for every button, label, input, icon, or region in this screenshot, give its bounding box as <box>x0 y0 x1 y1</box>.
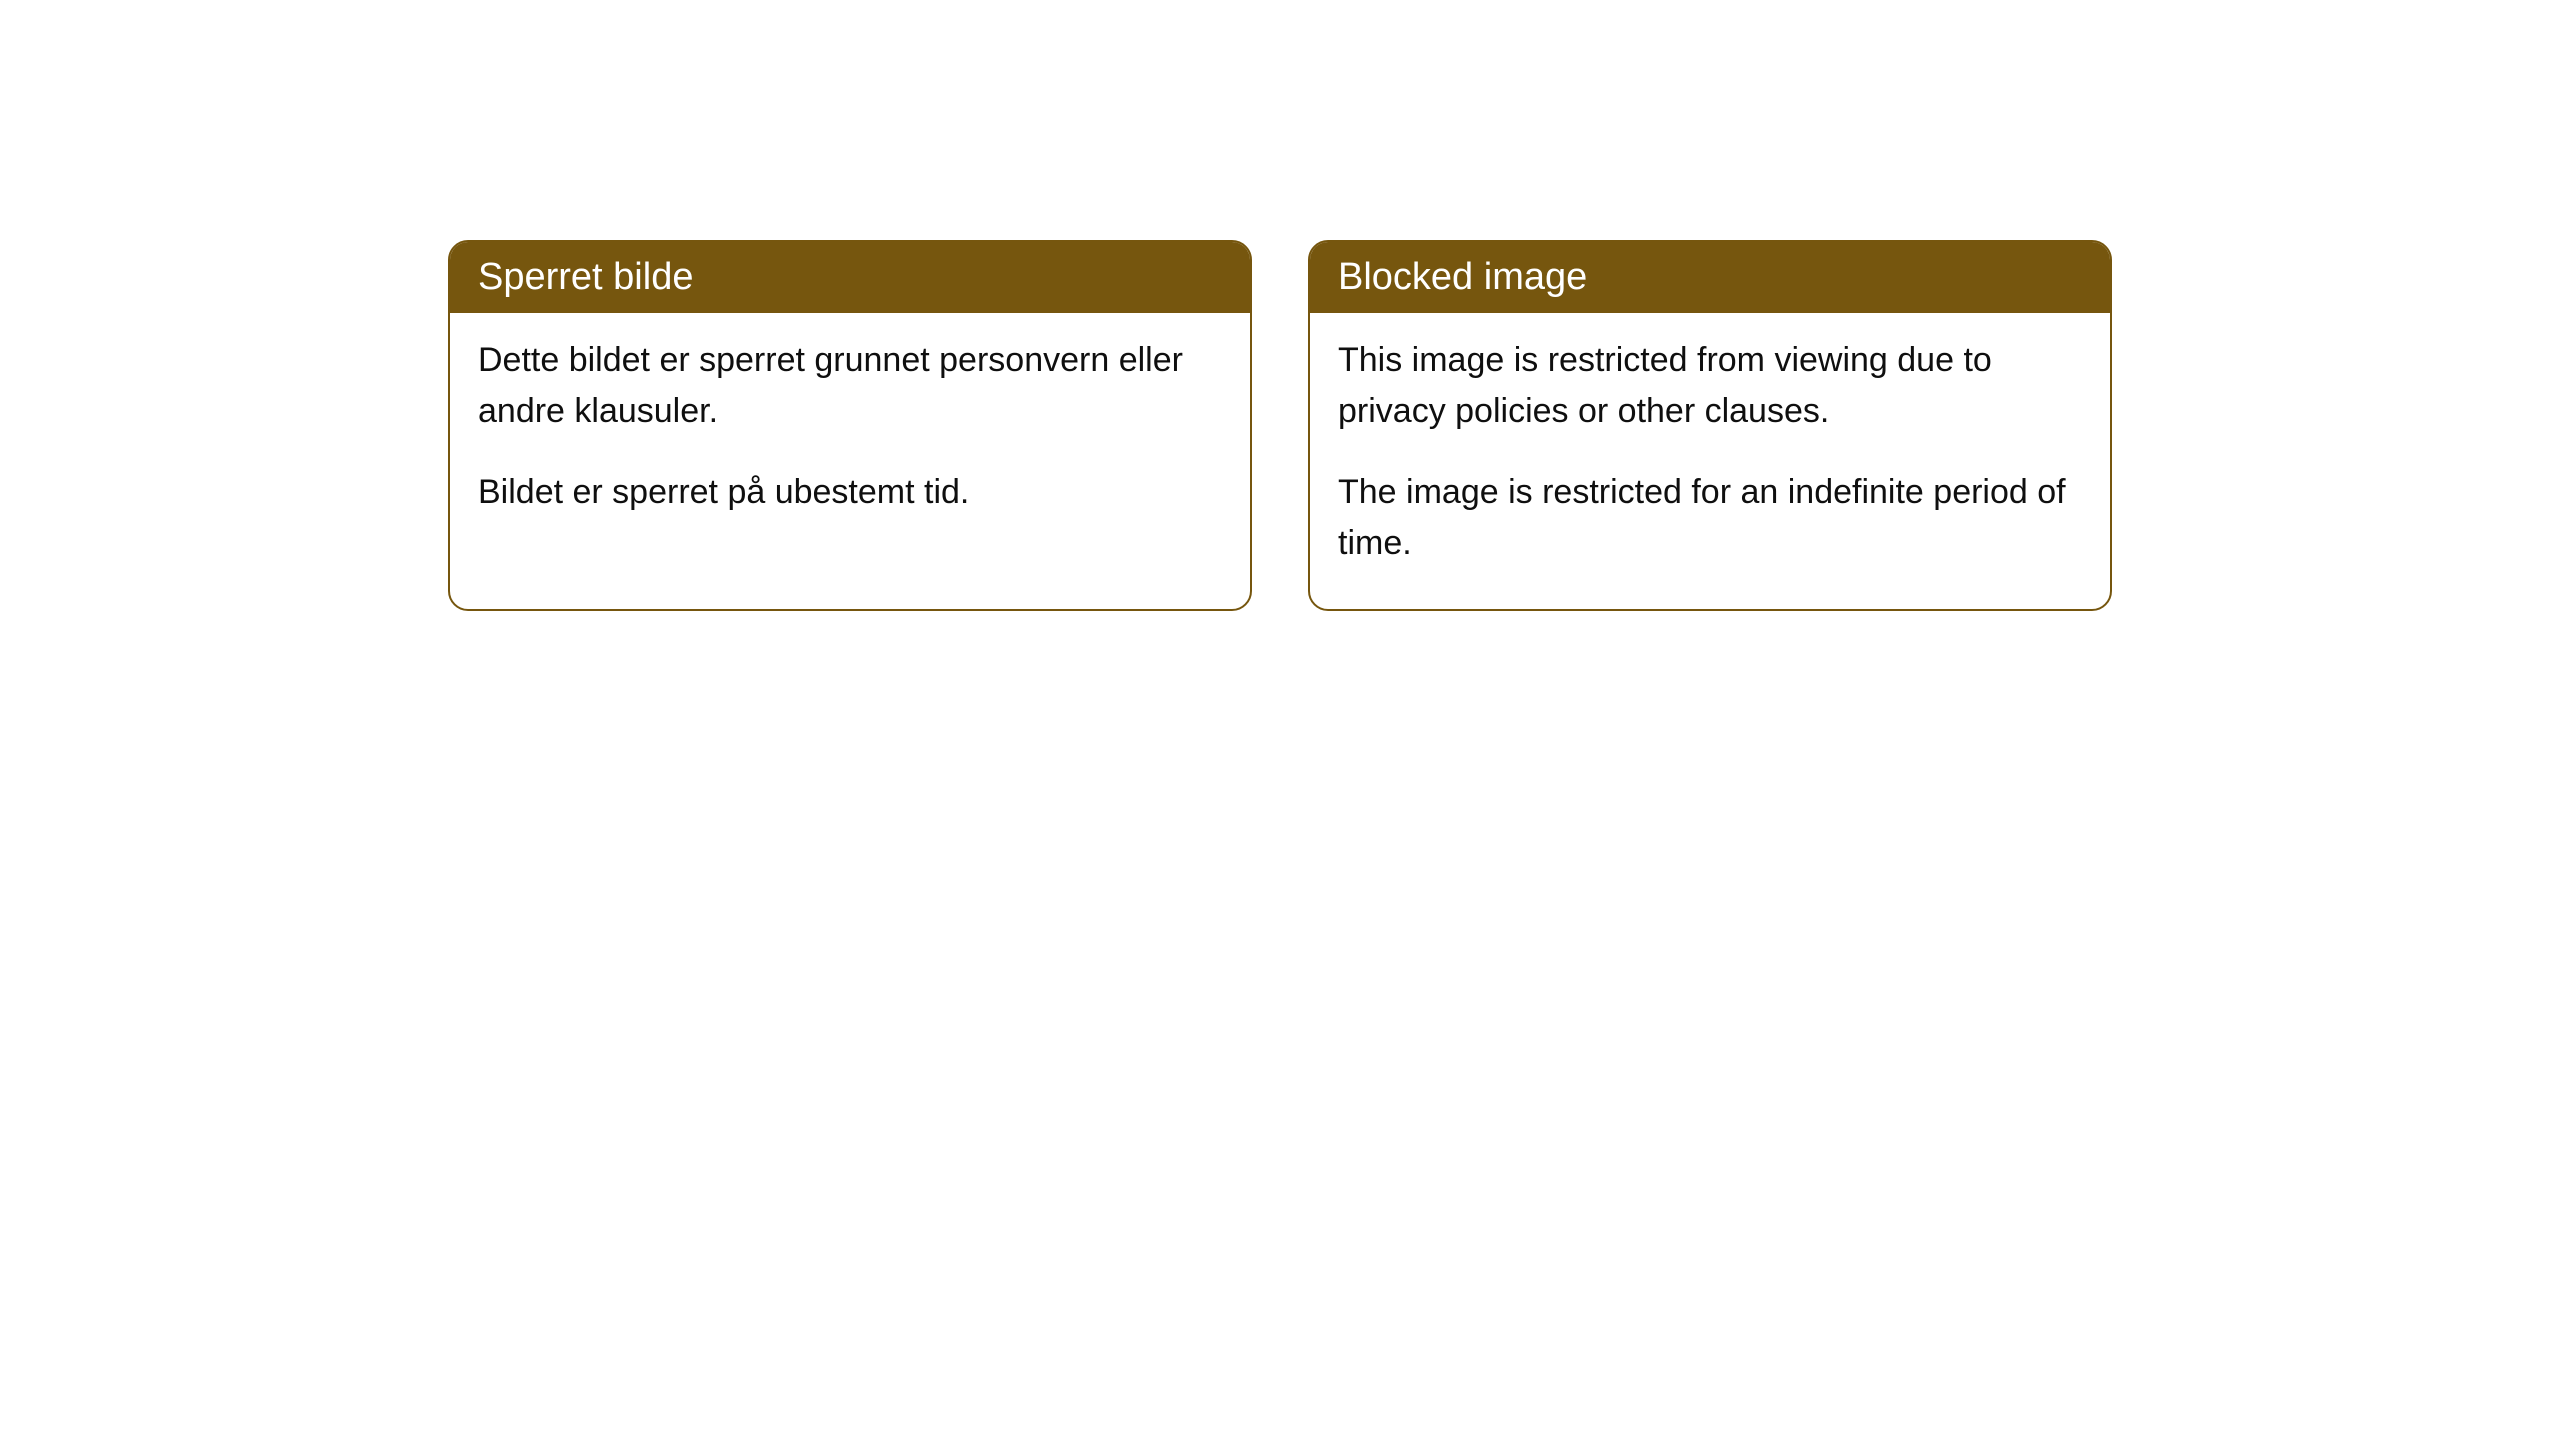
card-body: Dette bildet er sperret grunnet personve… <box>450 313 1250 558</box>
card-paragraph: Bildet er sperret på ubestemt tid. <box>478 467 1222 518</box>
card-paragraph: This image is restricted from viewing du… <box>1338 335 2082 437</box>
blocked-image-card-en: Blocked image This image is restricted f… <box>1308 240 2112 611</box>
card-header: Sperret bilde <box>450 242 1250 313</box>
card-header: Blocked image <box>1310 242 2110 313</box>
card-paragraph: The image is restricted for an indefinit… <box>1338 467 2082 569</box>
card-body: This image is restricted from viewing du… <box>1310 313 2110 609</box>
card-paragraph: Dette bildet er sperret grunnet personve… <box>478 335 1222 437</box>
cards-container: Sperret bilde Dette bildet er sperret gr… <box>448 240 2112 611</box>
blocked-image-card-no: Sperret bilde Dette bildet er sperret gr… <box>448 240 1252 611</box>
